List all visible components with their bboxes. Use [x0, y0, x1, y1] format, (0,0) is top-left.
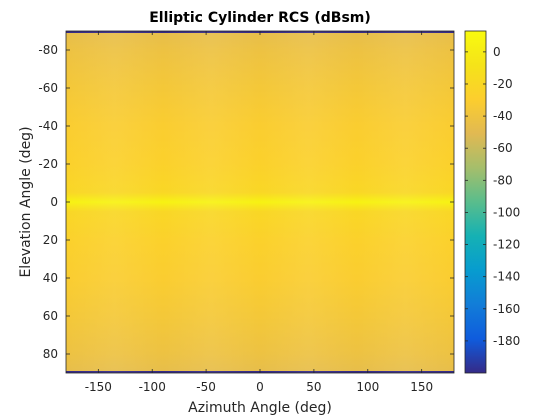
- colorbar-tick-label: -160: [493, 302, 520, 316]
- colorbar-tick-label: -120: [493, 238, 520, 252]
- colorbar-tick-label: -60: [493, 141, 513, 155]
- colorbar-ticks: 0 -20 -40 -60 -80 -100 -120 -140 -160 -180: [465, 45, 520, 348]
- x-axis-ticks: -150 -100 -50 0 50 100 150: [85, 31, 433, 394]
- x-tick-label: -150: [85, 380, 112, 394]
- colorbar: 0 -20 -40 -60 -80 -100 -120 -140 -160 -180: [464, 30, 520, 374]
- colorbar-tick-label: -140: [493, 270, 520, 284]
- plot-area: -150 -100 -50 0 50 100 150 -80 -60 -40 -20 0 20 40 60…: [38, 30, 455, 394]
- colorbar-gradient: [465, 31, 486, 373]
- y-tick-label: -40: [38, 119, 58, 133]
- y-tick-label: -20: [38, 157, 58, 171]
- colorbar-frame: [464, 30, 487, 374]
- y-tick-label: -60: [38, 81, 58, 95]
- x-tick-label: 50: [306, 380, 321, 394]
- colorbar-tick-label: -80: [493, 173, 513, 187]
- y-tick-label: -80: [38, 43, 58, 57]
- colorbar-tick-label: -180: [493, 334, 520, 348]
- chart-title: Elliptic Cylinder RCS (dBsm): [149, 10, 371, 26]
- y-tick-label: 20: [43, 233, 58, 247]
- x-tick-label: 100: [356, 380, 379, 394]
- x-tick-label: -50: [196, 380, 216, 394]
- y-tick-label: 0: [50, 195, 58, 209]
- y-tick-label: 80: [43, 347, 58, 361]
- colorbar-tick-label: -40: [493, 109, 513, 123]
- y-axis-ticks: -80 -60 -40 -20 0 20 40 60 80: [38, 43, 454, 361]
- y-tick-label: 40: [43, 271, 58, 285]
- colorbar-tick-label: -100: [493, 205, 520, 219]
- colorbar-tick-label: 0: [493, 45, 501, 59]
- x-axis-label: Azimuth Angle (deg): [188, 400, 332, 416]
- x-tick-label: 0: [256, 380, 264, 394]
- heatmap-texture: [66, 31, 454, 373]
- x-tick-label: -100: [139, 380, 166, 394]
- y-tick-label: 60: [43, 309, 58, 323]
- y-axis-label: Elevation Angle (deg): [18, 126, 34, 277]
- x-tick-label: 150: [410, 380, 433, 394]
- colorbar-tick-label: -20: [493, 77, 513, 91]
